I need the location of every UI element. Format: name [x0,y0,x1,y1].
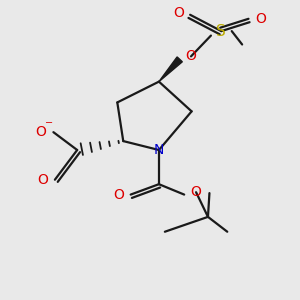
Text: O: O [255,12,266,26]
Text: O: O [38,173,48,187]
Text: O: O [173,6,184,20]
Text: O: O [186,50,196,63]
Text: S: S [217,24,226,39]
Text: O: O [190,185,202,199]
Text: O: O [35,125,46,139]
Polygon shape [159,57,182,82]
Text: O: O [113,188,124,202]
Text: −: − [45,118,53,128]
Text: N: N [154,143,164,157]
